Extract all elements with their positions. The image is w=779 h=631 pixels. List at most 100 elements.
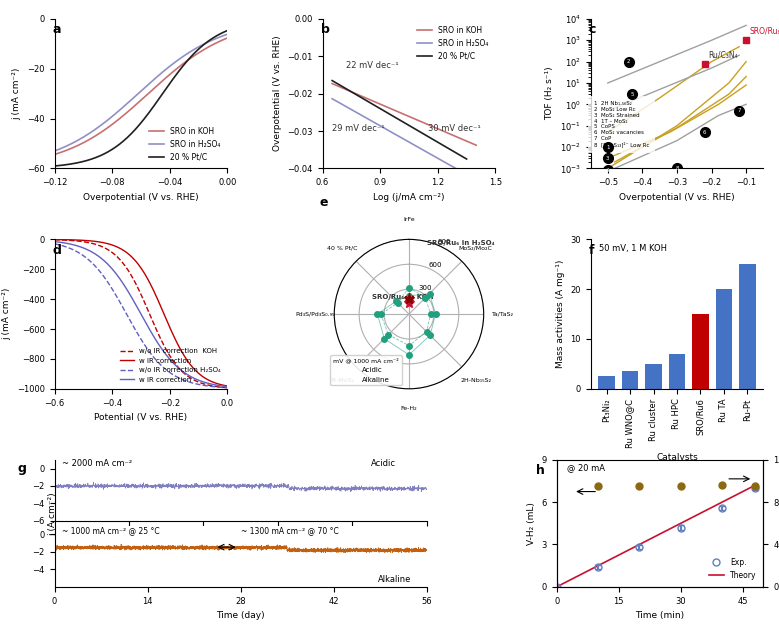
w IR correction <box>153 339 162 346</box>
SRO in H₂SO₄ <box>153 73 162 80</box>
Text: d: d <box>53 244 62 257</box>
w IR correction <box>51 236 60 244</box>
w IR correction <box>50 236 59 244</box>
Bar <box>622 372 638 389</box>
w IR correction <box>152 294 161 302</box>
Text: 8: 8 <box>675 166 679 171</box>
Text: SRO/Ru₈: SRO/Ru₈ <box>749 27 779 36</box>
Text: 4: 4 <box>606 168 609 173</box>
20 % Pt/C <box>462 155 471 163</box>
Text: 3: 3 <box>606 156 609 161</box>
X-axis label: Time (day): Time (day) <box>217 611 265 620</box>
Bar <box>716 289 732 389</box>
X-axis label: Time (min): Time (min) <box>636 611 685 620</box>
Bar <box>668 354 686 389</box>
Text: 5: 5 <box>630 91 634 97</box>
w IR correction <box>196 377 205 385</box>
Y-axis label: Mass activities (A mg⁻¹): Mass activities (A mg⁻¹) <box>555 260 565 369</box>
Text: 1  2H Nb₁.₅₆S₂
2  MoS₂ Low Rᴄ
3  MoS₂ Strained
4  1T – MoS₂
5  CoPS
6  MoS₂ vaca: 1 2H Nb₁.₅₆S₂ 2 MoS₂ Low Rᴄ 3 MoS₂ Strai… <box>594 101 650 148</box>
Text: SRO/Ru₆ in H₂SO₄: SRO/Ru₆ in H₂SO₄ <box>427 240 495 246</box>
SRO in H₂SO₄ <box>156 70 165 78</box>
Text: f: f <box>589 244 594 257</box>
w/o IR correction H₂SO₄ <box>153 358 162 365</box>
Line: w/o IR correction H₂SO₄: w/o IR correction H₂SO₄ <box>55 244 227 387</box>
Text: 29 mV dec⁻¹: 29 mV dec⁻¹ <box>332 124 385 133</box>
Legend: w/o IR correction  KOH, w IR correction, w/o IR correction H₂SO₄, w IR correctio: w/o IR correction KOH, w IR correction, … <box>117 345 224 386</box>
w IR correction <box>50 238 59 245</box>
20 % Pt/C <box>152 98 161 105</box>
Theory <box>552 583 562 591</box>
w/o IR correction H₂SO₄ <box>152 357 161 365</box>
Text: h: h <box>536 464 545 476</box>
SRO in KOH <box>156 79 165 86</box>
Y-axis label: TOF (H₂ s⁻¹): TOF (H₂ s⁻¹) <box>545 67 555 121</box>
Line: w IR correction: w IR correction <box>55 240 227 386</box>
w IR correction <box>223 383 232 391</box>
Theory <box>717 498 727 506</box>
w/o IR correction H₂SO₄ <box>196 381 205 389</box>
SRO in KOH <box>153 81 162 89</box>
X-axis label: Overpotential (V vs. RHE): Overpotential (V vs. RHE) <box>83 192 199 202</box>
Text: a: a <box>53 23 62 37</box>
w IR correction <box>152 338 161 345</box>
Text: ~ 1300 mA cm⁻² @ 70 °C: ~ 1300 mA cm⁻² @ 70 °C <box>241 526 338 535</box>
w IR correction <box>223 382 232 390</box>
Text: e: e <box>319 196 328 209</box>
Text: 7: 7 <box>738 109 741 113</box>
X-axis label: Potential (V vs. RHE): Potential (V vs. RHE) <box>94 413 188 422</box>
w/o IR correction  KOH <box>153 328 162 336</box>
20 % Pt/C <box>153 97 162 105</box>
Legend: SRO in KOH, SRO in H₂SO₄, 20 % Pt/C: SRO in KOH, SRO in H₂SO₄, 20 % Pt/C <box>146 124 224 165</box>
w/o IR correction  KOH <box>51 236 60 244</box>
Text: 6: 6 <box>703 129 707 134</box>
SRO in KOH <box>152 82 161 90</box>
w/o IR correction  KOH <box>223 384 232 391</box>
20 % Pt/C <box>50 162 59 170</box>
Theory <box>676 519 686 527</box>
Y-axis label: V-H₂ (mL): V-H₂ (mL) <box>527 502 536 545</box>
Text: ~ 2000 mA cm⁻²: ~ 2000 mA cm⁻² <box>62 459 132 468</box>
Text: j (A cm⁻²): j (A cm⁻²) <box>48 492 58 536</box>
20 % Pt/C <box>206 35 216 43</box>
Text: Acidic: Acidic <box>371 459 396 468</box>
w/o IR correction H₂SO₄ <box>206 382 216 390</box>
Line: SRO in H₂SO₄: SRO in H₂SO₄ <box>55 34 227 151</box>
Text: b: b <box>321 23 330 37</box>
w/o IR correction  KOH <box>50 236 59 244</box>
w/o IR correction  KOH <box>196 379 205 387</box>
Text: 50 mV, 1 M KOH: 50 mV, 1 M KOH <box>599 244 667 253</box>
w/o IR correction  KOH <box>156 334 165 342</box>
SRO in KOH <box>206 42 216 49</box>
Y-axis label: Overpotential (V vs. RHE): Overpotential (V vs. RHE) <box>273 36 282 151</box>
SRO in H₂SO₄ <box>196 42 205 50</box>
20 % Pt/C <box>156 93 165 100</box>
Y-axis label: j (mA cm⁻²): j (mA cm⁻²) <box>2 288 11 340</box>
SRO in KOH <box>223 34 232 42</box>
20 % Pt/C <box>196 44 205 51</box>
Bar <box>739 264 756 389</box>
w/o IR correction  KOH <box>152 327 161 334</box>
Text: g: g <box>17 462 26 475</box>
X-axis label: Overpotential (V vs. RHE): Overpotential (V vs. RHE) <box>619 192 735 202</box>
w IR correction <box>51 238 60 245</box>
Line: 20 % Pt/C: 20 % Pt/C <box>332 81 467 159</box>
w/o IR correction H₂SO₄ <box>50 240 59 247</box>
w IR correction <box>196 371 205 379</box>
Legend: Exp., Theory: Exp., Theory <box>706 555 760 583</box>
w/o IR correction  KOH <box>206 382 216 389</box>
Theory <box>594 562 603 569</box>
Bar <box>645 364 661 389</box>
w IR correction <box>153 295 162 303</box>
Line: w IR correction: w IR correction <box>55 242 227 387</box>
Line: SRO in KOH: SRO in KOH <box>55 38 227 155</box>
SRO in H₂SO₄ <box>50 147 59 155</box>
w IR correction <box>206 380 216 388</box>
Text: 2: 2 <box>627 59 630 64</box>
Text: 1: 1 <box>606 144 609 150</box>
Bar <box>693 314 709 389</box>
20 % Pt/C <box>51 162 60 170</box>
Theory <box>635 541 644 548</box>
Text: SRO/Ru₆ in KOH: SRO/Ru₆ in KOH <box>372 294 433 300</box>
Legend: Acidic, Alkaline: Acidic, Alkaline <box>330 355 401 386</box>
Legend: SRO in KOH, SRO in H₂SO₄, 20 % Pt/C: SRO in KOH, SRO in H₂SO₄, 20 % Pt/C <box>414 23 492 64</box>
